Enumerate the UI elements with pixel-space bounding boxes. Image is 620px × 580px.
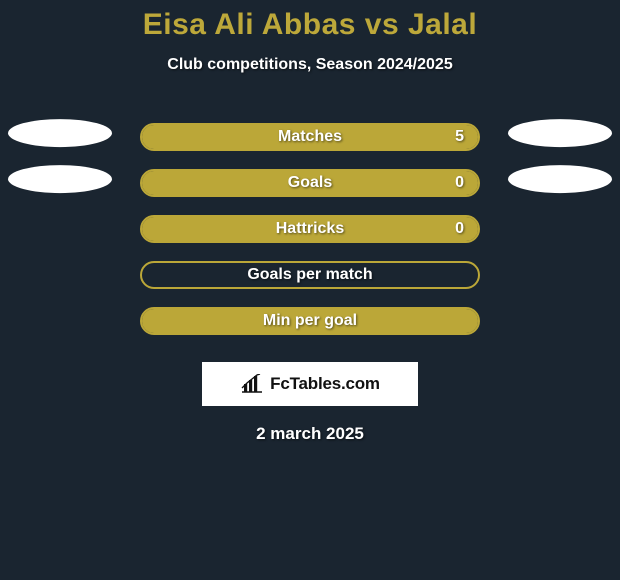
stat-value: 0 — [455, 174, 464, 192]
player-left-placeholder — [8, 165, 112, 193]
page-subtitle: Club competitions, Season 2024/2025 — [0, 56, 620, 74]
stat-bar: Matches 5 — [140, 123, 480, 151]
stat-row: Goals per match — [0, 252, 620, 298]
stat-bar: Goals per match — [140, 261, 480, 289]
stat-bar: Goals 0 — [140, 169, 480, 197]
player-right-placeholder — [508, 165, 612, 193]
generation-date: 2 march 2025 — [0, 424, 620, 444]
stat-row: Min per goal — [0, 298, 620, 344]
stat-label: Goals per match — [247, 266, 372, 284]
stat-rows: Matches 5 Goals 0 Hattricks 0 Goals per match M… — [0, 114, 620, 344]
stat-label: Matches — [278, 128, 342, 146]
player-right-placeholder — [508, 119, 612, 147]
watermark-badge: FcTables.com — [202, 362, 418, 406]
stat-row: Goals 0 — [0, 160, 620, 206]
stat-bar: Hattricks 0 — [140, 215, 480, 243]
stat-value: 5 — [455, 128, 464, 146]
stat-row: Hattricks 0 — [0, 206, 620, 252]
stat-label: Min per goal — [263, 312, 357, 330]
stat-bar: Min per goal — [140, 307, 480, 335]
bar-chart-icon — [240, 374, 264, 394]
stat-value: 0 — [455, 220, 464, 238]
player-left-placeholder — [8, 119, 112, 147]
stat-label: Goals — [288, 174, 332, 192]
comparison-infographic: Eisa Ali Abbas vs Jalal Club competition… — [0, 0, 620, 444]
page-title: Eisa Ali Abbas vs Jalal — [0, 8, 620, 42]
stat-label: Hattricks — [276, 220, 344, 238]
stat-row: Matches 5 — [0, 114, 620, 160]
watermark-text: FcTables.com — [270, 374, 380, 394]
